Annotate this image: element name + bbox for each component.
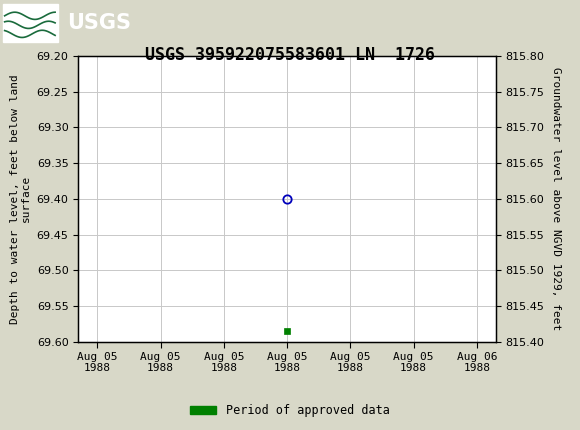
Text: USGS 395922075583601 LN  1726: USGS 395922075583601 LN 1726 — [145, 46, 435, 64]
Bar — [3, 3, 58, 42]
Legend: Period of approved data: Period of approved data — [186, 399, 394, 422]
Y-axis label: Depth to water level, feet below land
surface: Depth to water level, feet below land su… — [9, 74, 31, 324]
Text: USGS: USGS — [67, 12, 130, 33]
Y-axis label: Groundwater level above NGVD 1929, feet: Groundwater level above NGVD 1929, feet — [552, 67, 561, 331]
